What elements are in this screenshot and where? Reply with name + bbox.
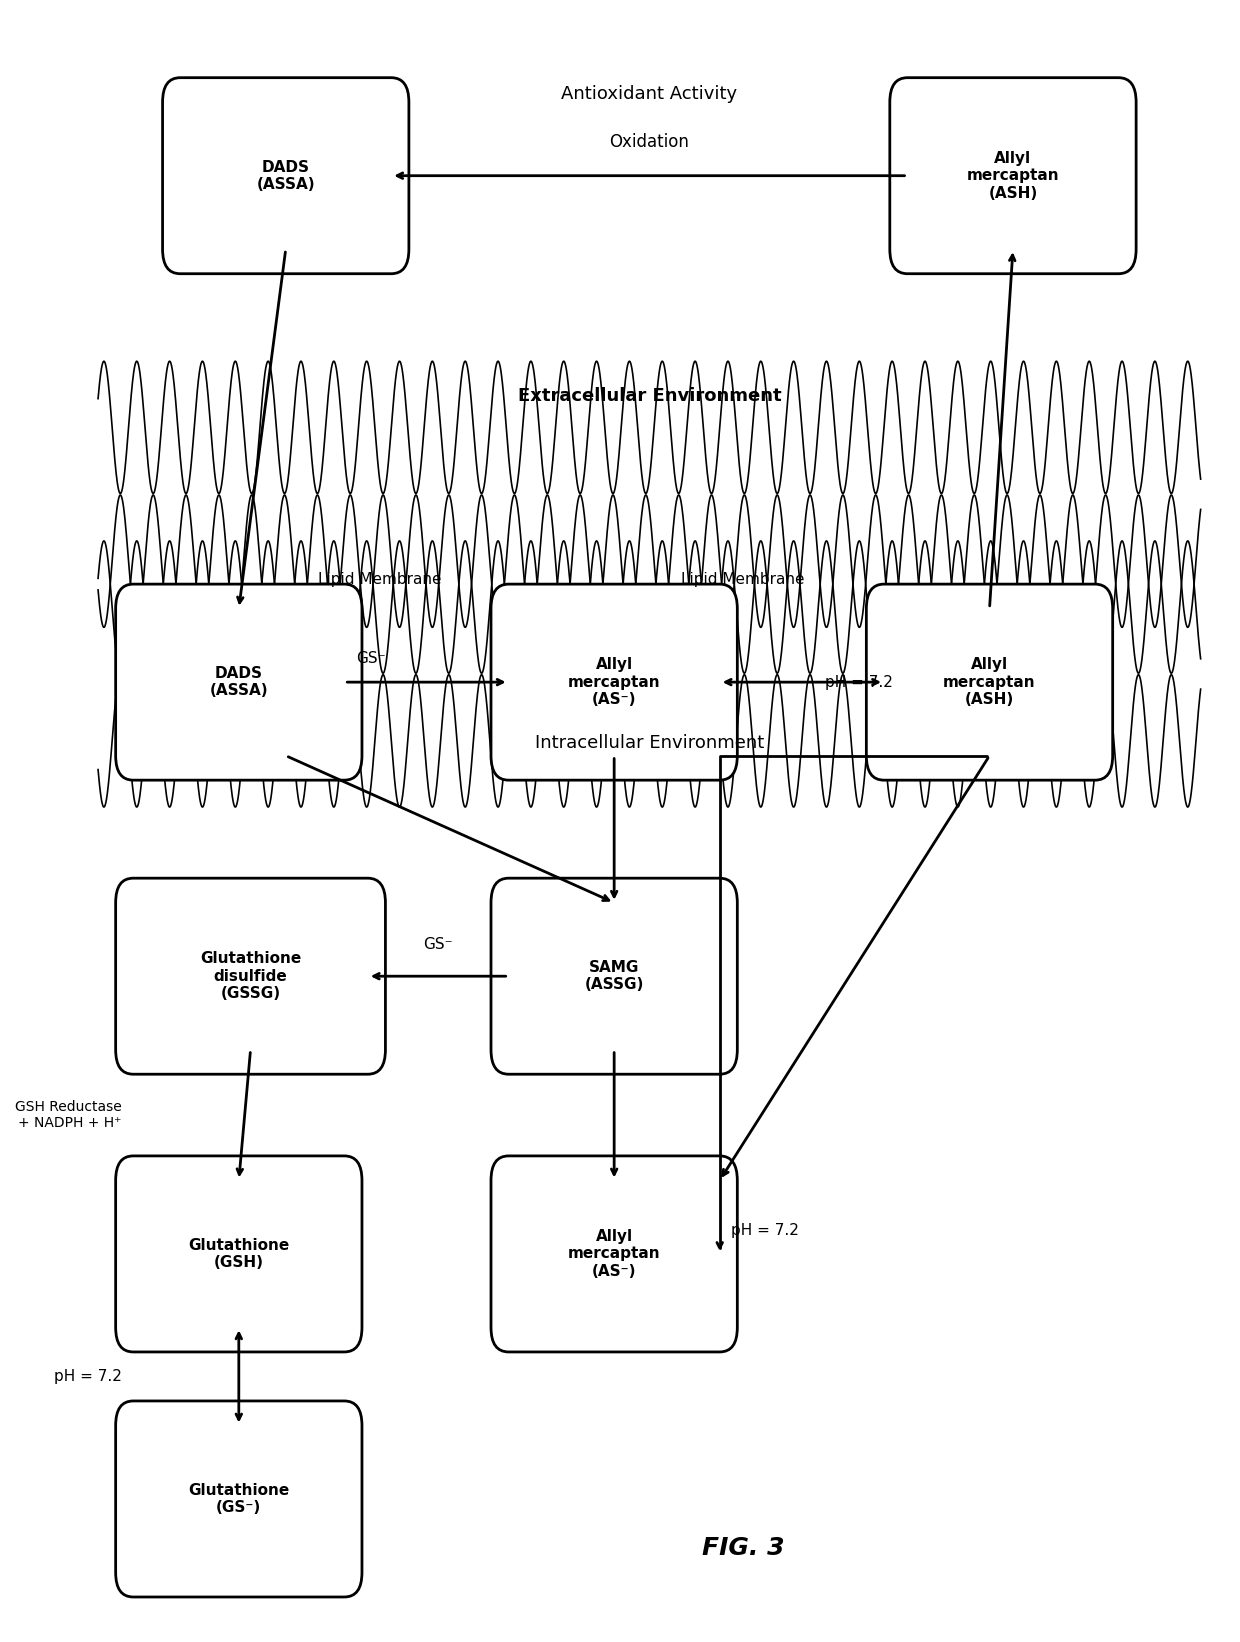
Text: FIG. 3: FIG. 3 [702, 1535, 785, 1560]
Text: Extracellular Environment: Extracellular Environment [517, 388, 781, 406]
FancyBboxPatch shape [867, 585, 1112, 780]
Text: GS⁻: GS⁻ [423, 936, 453, 952]
Text: DADS
(ASSA): DADS (ASSA) [257, 159, 315, 192]
FancyBboxPatch shape [115, 1156, 362, 1351]
Text: Oxidation: Oxidation [609, 133, 689, 151]
FancyBboxPatch shape [890, 77, 1136, 274]
Text: pH = 7.2: pH = 7.2 [732, 1223, 800, 1238]
FancyBboxPatch shape [115, 585, 362, 780]
Text: GSH Reductase
+ NADPH + H⁺: GSH Reductase + NADPH + H⁺ [15, 1100, 122, 1130]
Text: Allyl
mercaptan
(AS⁻): Allyl mercaptan (AS⁻) [568, 657, 661, 708]
FancyBboxPatch shape [491, 585, 738, 780]
FancyBboxPatch shape [491, 878, 738, 1074]
Text: Lipid Membrane: Lipid Membrane [317, 571, 441, 586]
FancyBboxPatch shape [162, 77, 409, 274]
Text: Glutathione
(GSH): Glutathione (GSH) [188, 1238, 289, 1271]
Text: Glutathione
(GS⁻): Glutathione (GS⁻) [188, 1483, 289, 1516]
Text: Allyl
mercaptan
(AS⁻): Allyl mercaptan (AS⁻) [568, 1228, 661, 1279]
Text: SAMG
(ASSG): SAMG (ASSG) [584, 961, 644, 992]
Text: Allyl
mercaptan
(ASH): Allyl mercaptan (ASH) [967, 151, 1059, 200]
Text: Lipid Membrane: Lipid Membrane [682, 571, 805, 586]
Text: GS⁻: GS⁻ [356, 650, 386, 665]
Text: pH = 7.2: pH = 7.2 [826, 675, 893, 690]
Text: DADS
(ASSA): DADS (ASSA) [210, 667, 268, 698]
Text: Glutathione
disulfide
(GSSG): Glutathione disulfide (GSSG) [200, 951, 301, 1002]
Text: Allyl
mercaptan
(ASH): Allyl mercaptan (ASH) [944, 657, 1035, 708]
Text: pH = 7.2: pH = 7.2 [53, 1369, 122, 1384]
FancyBboxPatch shape [115, 1401, 362, 1598]
Text: Intracellular Environment: Intracellular Environment [534, 734, 764, 752]
Text: Antioxidant Activity: Antioxidant Activity [562, 85, 738, 103]
FancyBboxPatch shape [491, 1156, 738, 1351]
FancyBboxPatch shape [115, 878, 386, 1074]
